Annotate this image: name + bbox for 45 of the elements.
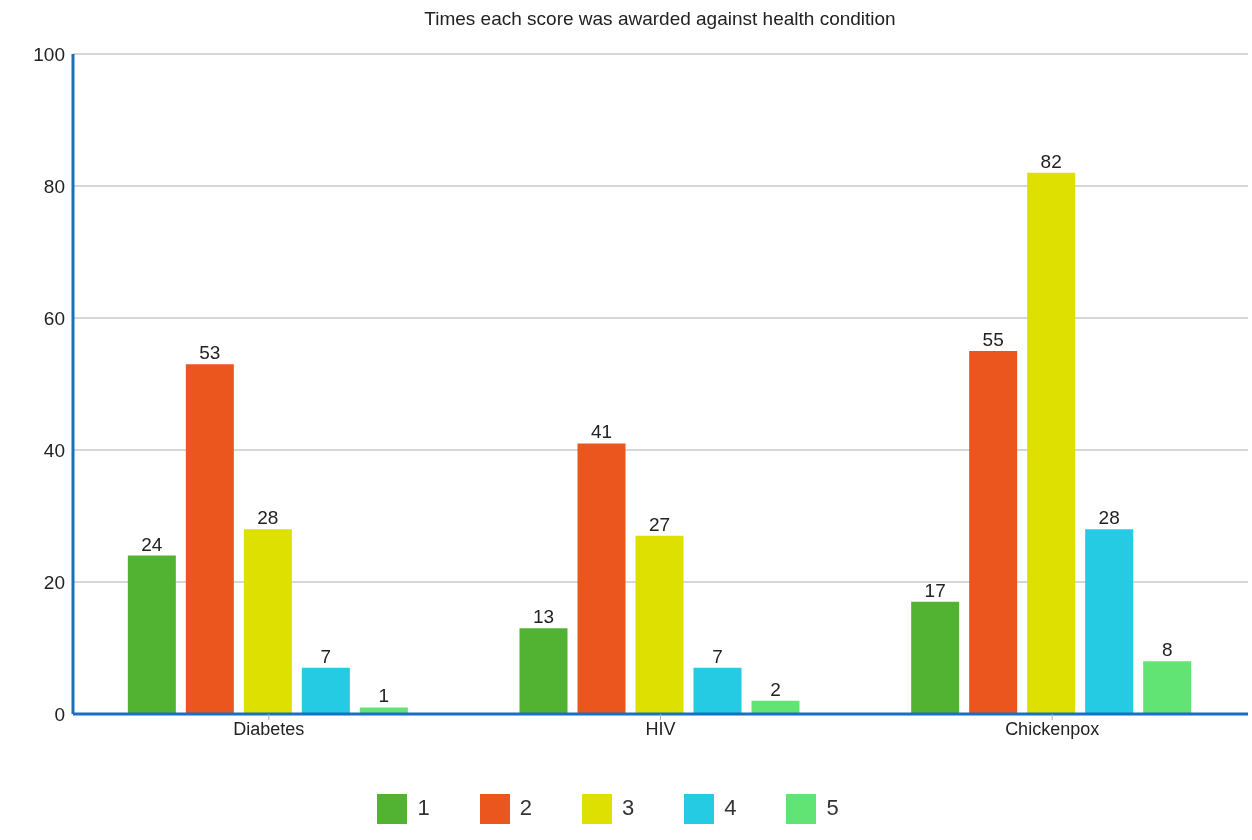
data-label: 8 — [1161, 639, 1173, 661]
bar — [693, 667, 742, 714]
legend-label: 3 — [621, 794, 635, 820]
bar — [751, 700, 800, 714]
bar — [1027, 172, 1076, 714]
y-tick-label: 0 — [54, 703, 65, 725]
data-label: 24 — [141, 533, 163, 555]
y-tick-label: 100 — [33, 43, 65, 65]
data-label: 13 — [532, 606, 555, 628]
x-tick-label: Diabetes — [233, 718, 305, 739]
x-tick-label: HIV — [645, 718, 676, 739]
data-label: 7 — [320, 645, 332, 667]
bar — [519, 628, 568, 714]
data-label: 2 — [770, 678, 781, 700]
bar — [911, 601, 960, 714]
legend-label: 5 — [826, 794, 839, 820]
y-tick-label: 40 — [43, 439, 65, 461]
data-label: 53 — [199, 342, 221, 364]
legend-label: 2 — [519, 794, 532, 820]
data-label: 41 — [590, 421, 613, 443]
legend-label: 1 — [417, 794, 430, 820]
bar — [243, 529, 292, 714]
data-label: 7 — [712, 645, 723, 667]
legend-label: 4 — [724, 794, 737, 820]
bar — [577, 443, 626, 714]
bar — [635, 535, 684, 714]
bar — [1085, 529, 1134, 714]
data-label: 55 — [982, 329, 1004, 350]
data-label: 28 — [1098, 507, 1120, 529]
data-label: 82 — [1040, 150, 1062, 172]
bar — [969, 351, 1018, 714]
bar — [359, 707, 408, 714]
y-tick-label: 20 — [43, 571, 65, 593]
bar — [127, 555, 176, 714]
y-tick-label: 80 — [43, 175, 65, 197]
y-tick-label: 60 — [43, 307, 65, 329]
bar — [301, 667, 350, 714]
x-tick-label: Chickenpox — [1005, 718, 1100, 739]
data-label: 27 — [648, 513, 671, 535]
bar — [185, 364, 234, 714]
chart-title: Times each score was awarded against health condition — [423, 8, 897, 30]
data-label: 17 — [924, 579, 946, 601]
bar — [1143, 661, 1192, 714]
data-label: 1 — [378, 685, 390, 707]
data-label: 28 — [257, 507, 279, 529]
